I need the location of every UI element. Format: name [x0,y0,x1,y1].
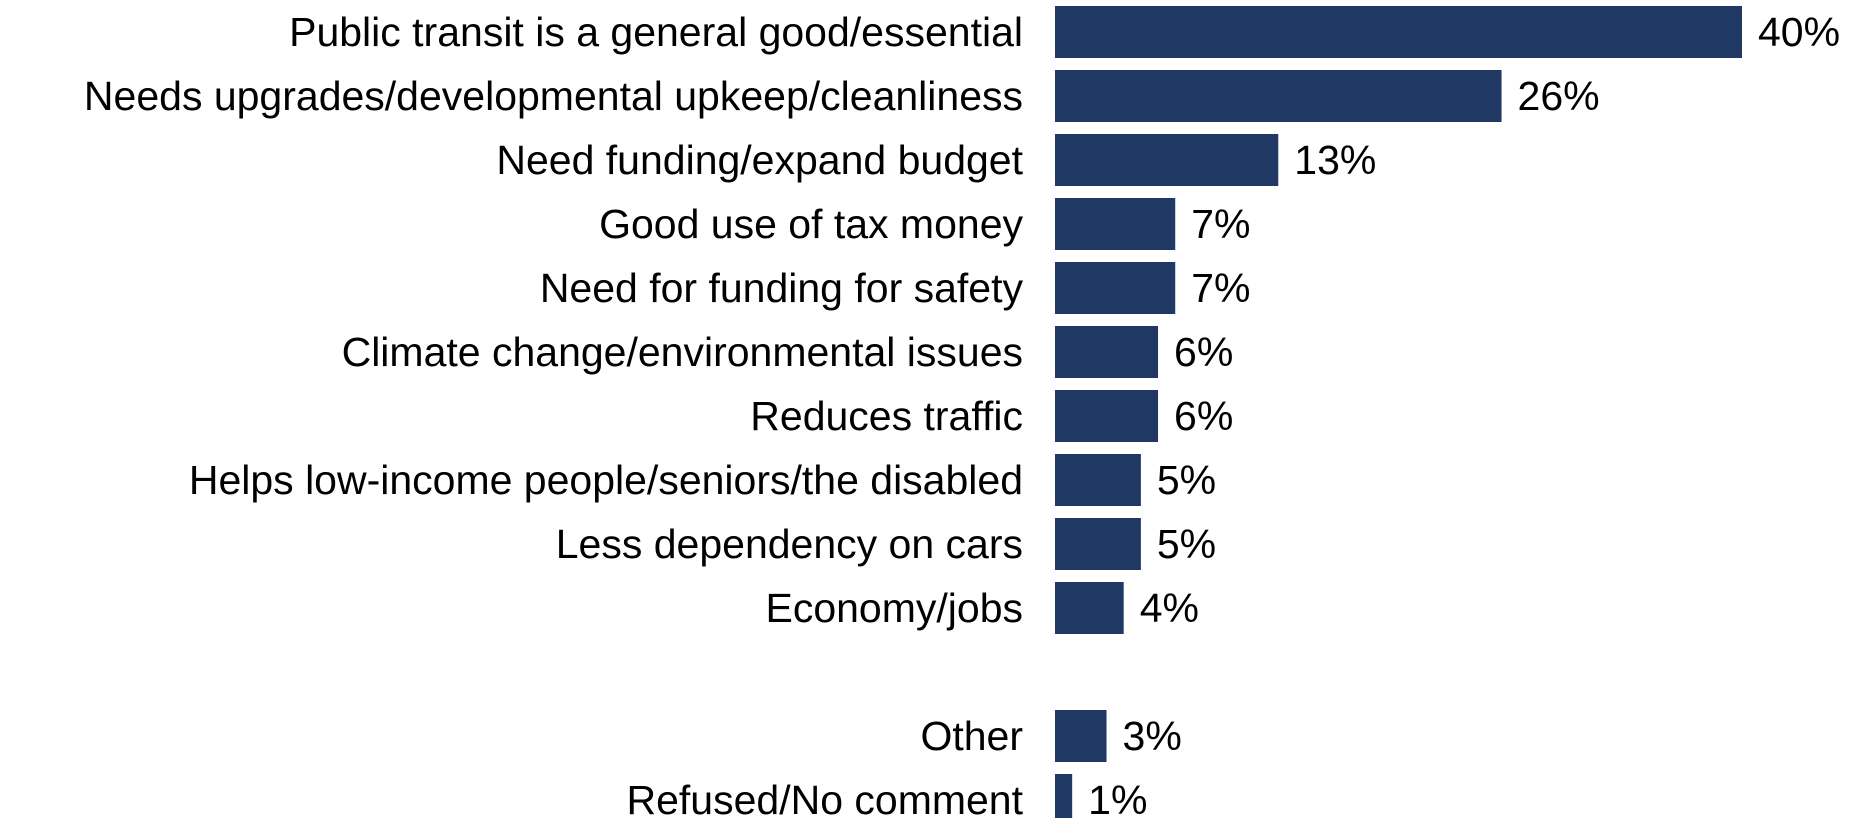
category-label: Good use of tax money [599,201,1023,247]
value-label: 5% [1157,521,1216,567]
value-label: 40% [1758,9,1840,55]
bar-12 [1055,774,1073,818]
value-label: 6% [1174,393,1233,439]
category-label: Reduces traffic [750,393,1023,439]
bar-1 [1055,6,1742,58]
bar-6 [1055,326,1159,378]
value-label: 26% [1518,73,1600,119]
value-label: 7% [1191,265,1250,311]
bar-7 [1055,390,1159,442]
category-labels-layer: Public transit is a general good/essenti… [84,9,1024,818]
category-label: Public transit is a general good/essenti… [289,9,1023,55]
category-label: Less dependency on cars [556,521,1023,567]
bar-8 [1055,454,1141,506]
bar-10 [1055,582,1124,634]
value-label: 3% [1123,713,1182,759]
value-label: 13% [1294,137,1376,183]
category-label: Refused/No comment [626,777,1023,818]
value-label: 4% [1140,585,1199,631]
value-labels-layer: 40% 26% 13% 7% 7% 6% 6% 5% 5% 4% 3% 1% [1088,9,1840,818]
bar-2 [1055,70,1502,122]
bar-9 [1055,518,1141,570]
bar-3 [1055,134,1279,186]
bar-4 [1055,198,1176,250]
value-label: 5% [1157,457,1216,503]
category-label: Needs upgrades/developmental upkeep/clea… [84,73,1023,119]
bar-11 [1055,710,1107,762]
value-label: 1% [1088,777,1147,818]
category-label: Other [920,713,1023,759]
value-label: 6% [1174,329,1233,375]
category-label: Economy/jobs [765,585,1023,631]
category-label: Climate change/environmental issues [342,329,1023,375]
bar-5 [1055,262,1176,314]
category-label: Helps low-income people/seniors/the disa… [189,457,1023,503]
category-label: Need for funding for safety [540,265,1024,311]
category-label: Need funding/expand budget [496,137,1023,183]
bars-layer [1055,6,1742,818]
value-label: 7% [1191,201,1250,247]
